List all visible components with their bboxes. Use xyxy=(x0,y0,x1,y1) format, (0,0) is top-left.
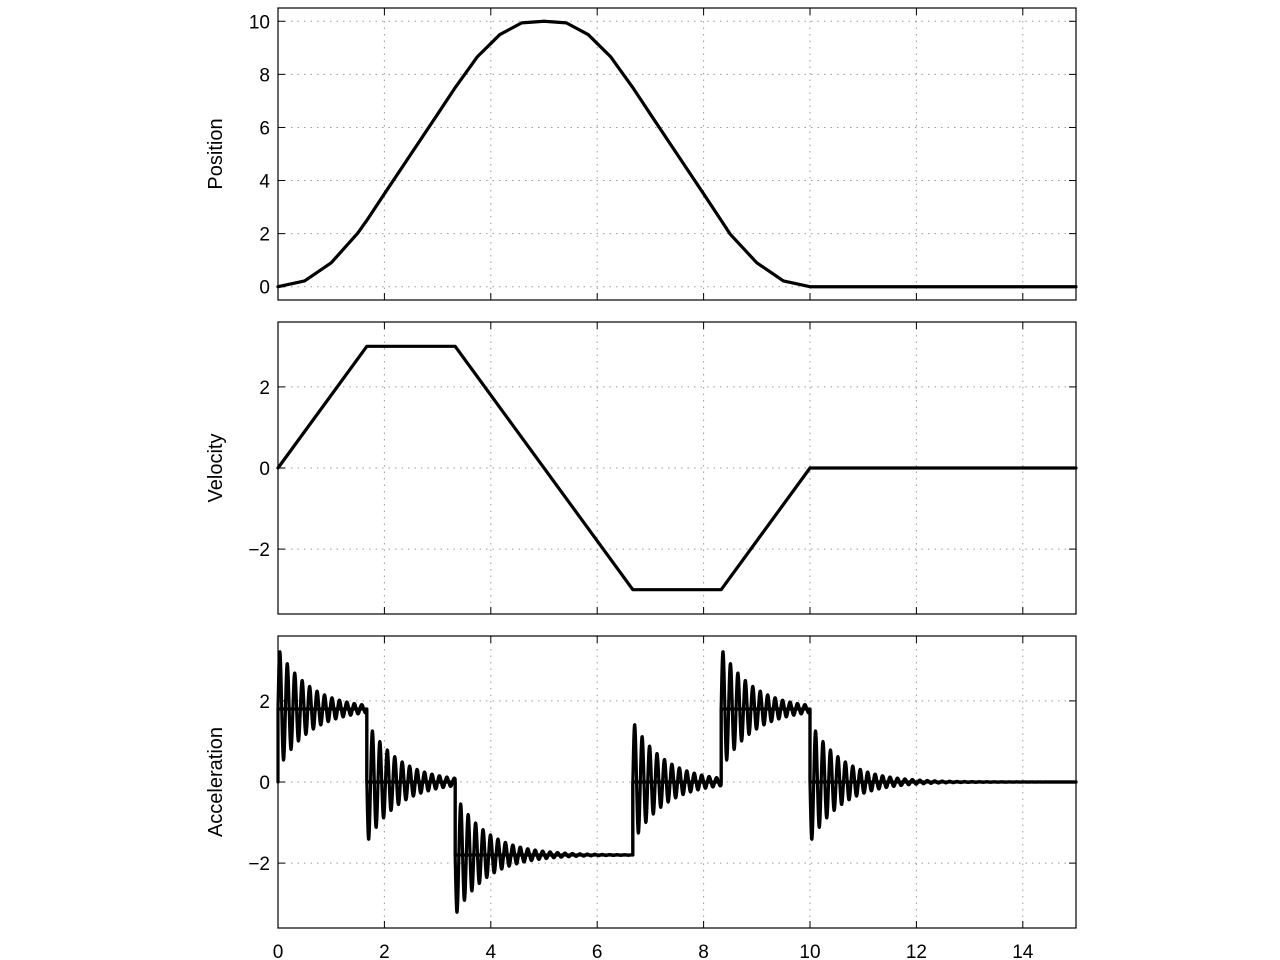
subplot-velocity: −2 0 2 Velocity xyxy=(205,321,1078,615)
acceleration-step-line xyxy=(276,707,1078,857)
velocity-line xyxy=(276,344,1078,592)
y-tick-label: 0 xyxy=(259,278,270,299)
y-tick-label: 2 xyxy=(259,378,270,399)
y-tick-label: 8 xyxy=(259,65,270,86)
axes-frame xyxy=(277,7,1077,301)
x-tick-label: 6 xyxy=(592,942,603,960)
x-tick-label: 0 xyxy=(273,942,284,960)
x-tick-label: 14 xyxy=(1012,942,1034,960)
y-tick-label: 2 xyxy=(259,692,270,713)
y-axis-title: Velocity xyxy=(205,434,227,503)
y-axis-title: Acceleration xyxy=(205,727,227,837)
y-tick-label: 4 xyxy=(259,172,270,193)
x-tick-label: 2 xyxy=(379,942,390,960)
x-tick-label: 12 xyxy=(906,942,927,960)
y-tick-label: −2 xyxy=(248,540,270,561)
subplot-position: 0 2 4 6 8 10 Position xyxy=(205,7,1078,301)
y-tick-label: 0 xyxy=(259,459,270,480)
position-line xyxy=(276,19,1078,289)
subplot-acceleration: −2 0 2 0 2 4 6 8 10 12 14 Acceleration xyxy=(205,635,1078,960)
y-tick-label: 10 xyxy=(249,12,270,33)
x-tick-label: 10 xyxy=(799,942,820,960)
y-tick-label: 6 xyxy=(259,118,270,139)
y-tick-label: 2 xyxy=(259,225,270,246)
y-tick-label: 0 xyxy=(259,773,270,794)
x-tick-label: 4 xyxy=(486,942,497,960)
y-tick-label: −2 xyxy=(248,854,270,875)
y-axis-title: Position xyxy=(205,118,227,189)
x-tick-label: 8 xyxy=(698,942,709,960)
